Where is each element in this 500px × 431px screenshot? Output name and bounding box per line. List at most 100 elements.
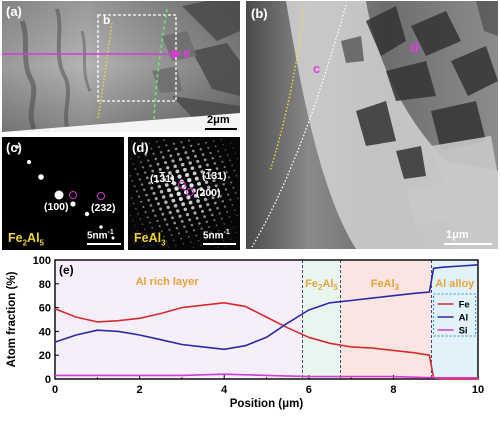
lattice-spot xyxy=(222,240,224,242)
region-title-al-rich: Al rich layer xyxy=(136,276,200,288)
lattice-spot xyxy=(186,156,190,160)
legend-label-al: Al xyxy=(459,313,469,324)
lattice-spot xyxy=(172,142,176,145)
lattice-spot xyxy=(192,171,197,176)
lattice-spot xyxy=(201,192,206,197)
lattice-spot xyxy=(176,191,181,196)
lattice-spot xyxy=(183,225,186,228)
lattice-spot xyxy=(160,172,165,177)
phase-regions xyxy=(55,260,478,379)
lattice-spot xyxy=(153,232,156,234)
lattice-spot xyxy=(152,191,156,195)
lattice-spot xyxy=(174,147,178,151)
panel-d-phase-label: FeAl3 xyxy=(134,231,166,248)
panel-e-label: (e) xyxy=(59,263,74,277)
lattice-spot xyxy=(230,142,232,144)
region-band xyxy=(55,260,303,379)
lattice-spot xyxy=(215,242,217,244)
lattice-spot xyxy=(151,169,155,173)
lattice-spot xyxy=(230,238,232,240)
lattice-spot xyxy=(210,231,213,234)
lattice-spot xyxy=(168,228,171,231)
lattice-spot xyxy=(188,161,192,165)
lattice-spot xyxy=(163,161,168,165)
panel-b-label: (b) xyxy=(251,6,268,21)
lattice-spot xyxy=(172,181,177,186)
lattice-spot xyxy=(136,230,138,232)
panel-d-label: (d) xyxy=(132,140,149,155)
series-line-si xyxy=(55,373,478,379)
lattice-spot xyxy=(150,147,153,150)
lattice-spot xyxy=(171,159,175,163)
lattice-spot xyxy=(141,240,143,242)
lattice-spot xyxy=(233,226,235,228)
lattice-spot xyxy=(148,239,150,241)
lattice-spot xyxy=(209,151,212,155)
lattice-spot xyxy=(164,183,169,187)
lattice-spot xyxy=(215,224,218,227)
panel-b-scale-bar xyxy=(444,243,492,245)
lattice-spot xyxy=(159,207,163,211)
lattice-spot xyxy=(217,247,219,249)
lattice-spot xyxy=(149,221,151,224)
lattice-spot xyxy=(149,164,152,168)
lattice-spot xyxy=(221,200,225,203)
lattice-spot xyxy=(171,216,174,220)
lattice-spot xyxy=(197,181,201,186)
lattice-spot xyxy=(187,178,192,183)
lattice-spot xyxy=(200,245,202,247)
lattice-spot xyxy=(145,154,148,157)
legend-label-si: Si xyxy=(459,326,468,337)
lattice-spot xyxy=(176,152,180,156)
panel-c-ring-1 xyxy=(69,191,77,199)
lattice-spot xyxy=(135,207,137,210)
lattice-spot xyxy=(220,235,222,237)
lattice-spot xyxy=(207,146,210,149)
panel-c-diffraction: (c) (100) (232) Fe2Al5 5nm-1 xyxy=(2,137,124,250)
lattice-spot xyxy=(186,195,191,200)
lattice-spot xyxy=(158,225,161,228)
lattice-spot xyxy=(180,141,183,144)
panel-d-ring-2 xyxy=(186,188,194,196)
lattice-spot xyxy=(197,239,200,242)
lattice-spot xyxy=(235,174,238,177)
lattice-spot xyxy=(136,173,139,176)
panel-a-scale-text: 2μm xyxy=(207,114,230,126)
series-line-al xyxy=(54,264,479,351)
lattice-spot xyxy=(138,139,141,141)
lattice-spot xyxy=(152,152,155,155)
lattice-spot xyxy=(137,195,141,198)
lattice-spot xyxy=(207,185,211,190)
lattice-spot xyxy=(216,206,219,210)
lattice-spot xyxy=(167,149,170,152)
legend-label-fe: Fe xyxy=(459,300,470,311)
lattice-spot xyxy=(231,164,233,167)
lattice-spot xyxy=(178,232,181,235)
lattice-spot xyxy=(193,193,198,198)
lattice-spot xyxy=(202,175,207,179)
lattice-spot xyxy=(145,193,148,197)
lattice-spot xyxy=(197,143,200,146)
lattice-spot xyxy=(137,212,139,215)
lattice-spot xyxy=(154,157,158,161)
lattice-spot xyxy=(143,149,145,152)
lattice-spot xyxy=(132,219,134,222)
panel-d-index-131a: (131) xyxy=(150,173,175,185)
x-tick-label: 0 xyxy=(52,384,58,396)
lattice-spot xyxy=(184,151,188,155)
lattice-spot xyxy=(208,225,211,229)
marker-e-label: e xyxy=(183,45,191,60)
panel-c-ring-2 xyxy=(97,192,105,200)
lattice-spot xyxy=(214,184,218,188)
panel-c-scale-text: 5nm-1 xyxy=(87,229,114,242)
region-band xyxy=(302,260,341,379)
lattice-spot xyxy=(156,202,160,206)
lattice-spot xyxy=(139,161,142,164)
lattice-spot xyxy=(130,197,133,200)
lattice-spot xyxy=(187,236,190,238)
lattice-spot xyxy=(203,158,207,162)
lattice-spot xyxy=(204,180,209,184)
lattice-spot xyxy=(157,184,161,189)
lattice-spot xyxy=(132,202,135,205)
lattice-spot xyxy=(143,228,146,231)
